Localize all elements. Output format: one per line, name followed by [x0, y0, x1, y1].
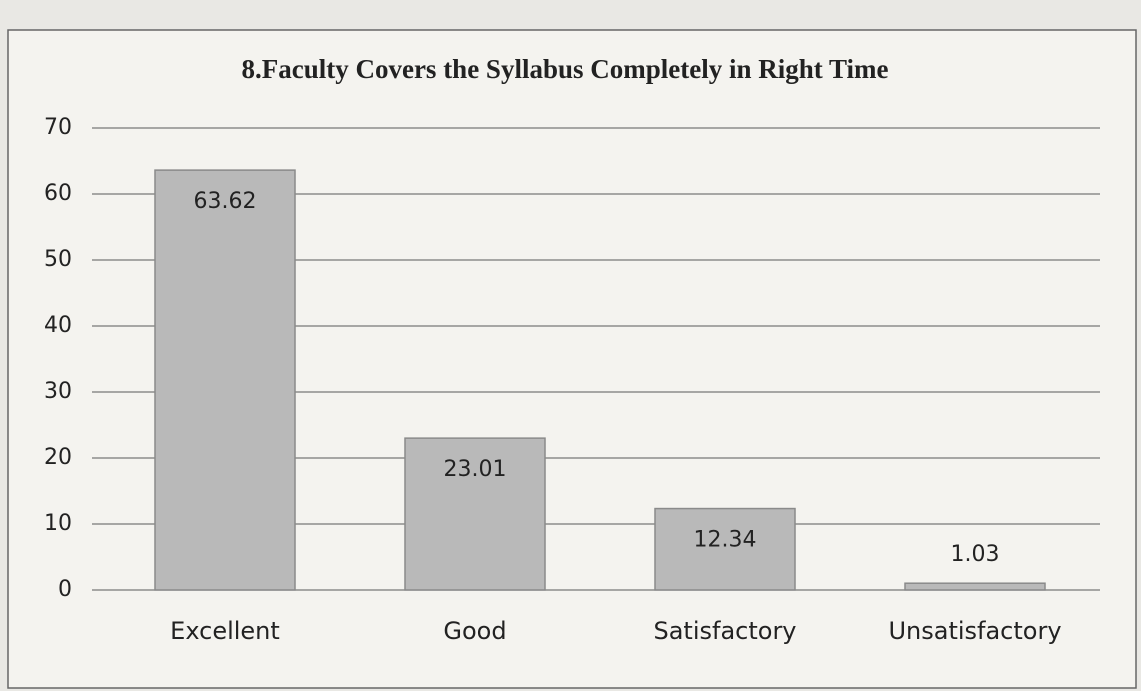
bar — [654, 507, 796, 591]
y-tick-label: 40 — [44, 313, 72, 338]
y-tick-label: 10 — [44, 511, 72, 536]
chart-title: 8.Faculty Covers the Syllabus Completely… — [241, 54, 888, 84]
bar — [154, 169, 296, 591]
x-tick-label: Satisfactory — [653, 617, 796, 645]
data-label: 12.34 — [694, 528, 757, 553]
x-tick-label: Excellent — [170, 617, 280, 645]
y-tick-label: 70 — [44, 115, 72, 140]
y-tick-label: 30 — [44, 379, 72, 404]
y-tick-label: 60 — [44, 181, 72, 206]
y-tick-label: 50 — [44, 247, 72, 272]
x-tick-label: Unsatisfactory — [888, 617, 1061, 645]
bar — [904, 582, 1046, 591]
y-tick-label: 20 — [44, 445, 72, 470]
y-tick-label: 0 — [58, 577, 72, 602]
data-label: 63.62 — [194, 189, 257, 214]
bar — [404, 437, 546, 591]
x-tick-label: Good — [443, 617, 506, 645]
data-label: 23.01 — [444, 457, 507, 482]
data-label: 1.03 — [951, 542, 1000, 567]
